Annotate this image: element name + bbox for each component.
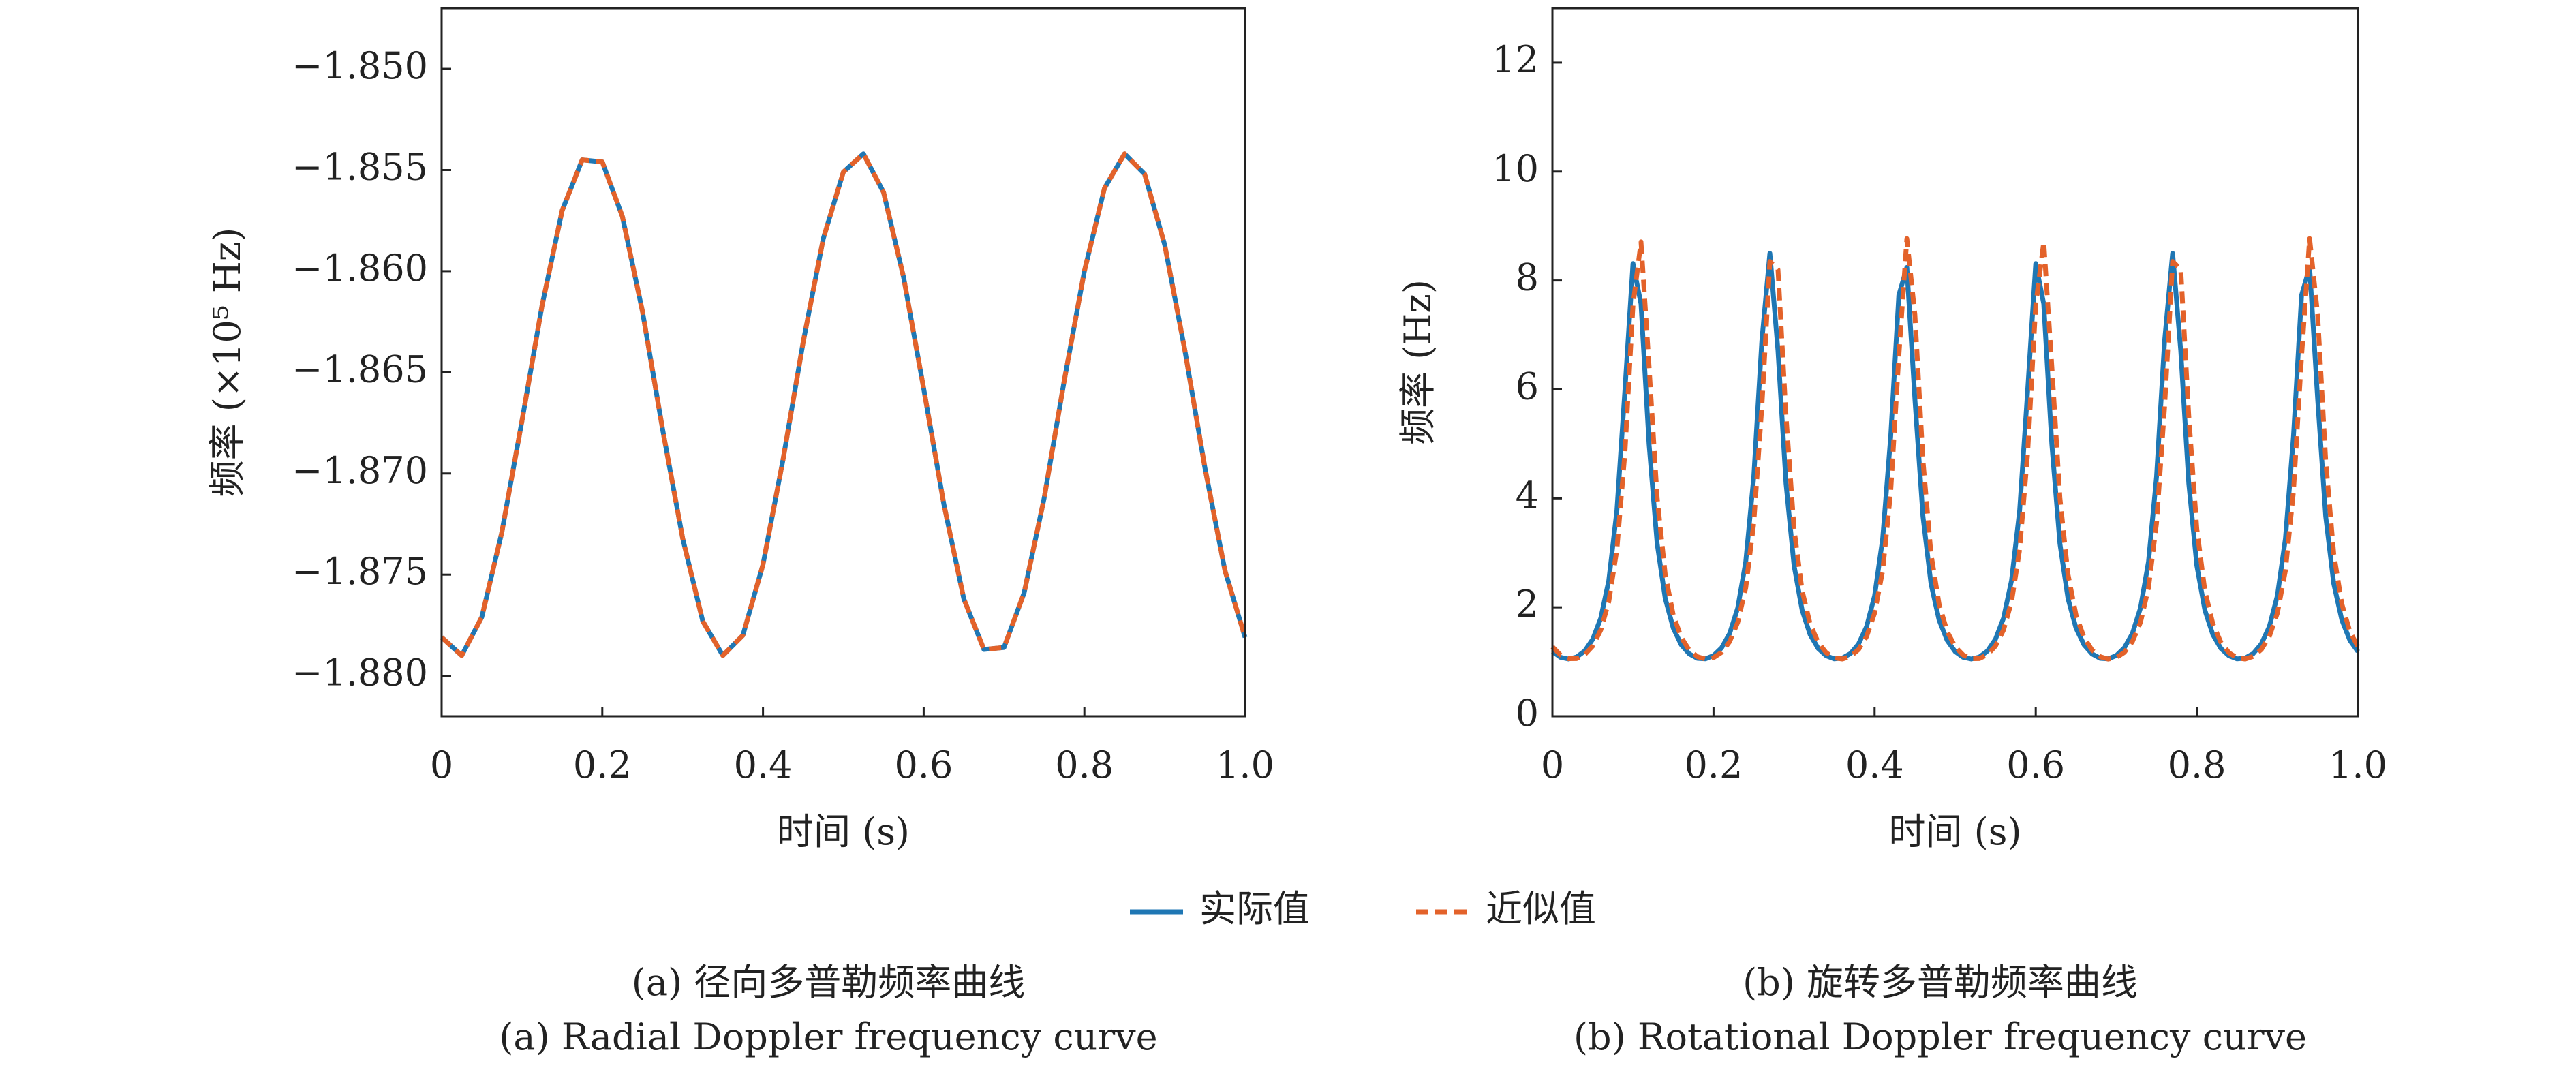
caption: (a) 径向多普勒频率曲线: [632, 961, 1026, 1004]
y-tick-label: 12: [1492, 38, 1539, 81]
y-tick-label: 10: [1492, 147, 1539, 190]
x-tick-label: 0.6: [894, 743, 953, 786]
y-tick-label: −1.850: [292, 44, 428, 87]
x-tick-label: 0.6: [2006, 743, 2065, 786]
series-line: [440, 151, 1248, 658]
x-tick-label: 0.4: [1845, 743, 1904, 786]
legend-label: 实际值: [1199, 887, 1310, 930]
series-line: [1550, 251, 2360, 662]
y-axis-label: 频率 (×10⁵ Hz): [206, 228, 249, 497]
legend-label: 近似值: [1486, 887, 1596, 930]
y-tick-label: 0: [1516, 692, 1539, 735]
x-tick-label: 1.0: [1216, 743, 1274, 786]
y-axis-label: 频率 (Hz): [1396, 279, 1439, 445]
y-tick-label: 4: [1516, 474, 1539, 517]
x-tick-label: 0: [430, 743, 453, 786]
y-tick-label: −1.870: [292, 449, 428, 492]
caption-en: (a) Radial Doppler frequency curve: [499, 1015, 1157, 1058]
series-line: [1550, 236, 2361, 662]
y-tick-label: −1.855: [292, 145, 428, 188]
caption: (b) 旋转多普勒频率曲线: [1743, 961, 2138, 1004]
y-tick-label: −1.865: [292, 348, 428, 390]
x-tick-label: 0.8: [2168, 743, 2226, 786]
x-tick-label: 0.8: [1055, 743, 1114, 786]
y-tick-label: −1.860: [292, 247, 428, 290]
x-axis-label: 时间 (s): [1888, 810, 2021, 853]
caption-en: (b) Rotational Doppler frequency curve: [1574, 1015, 2307, 1058]
x-tick-label: 0.2: [573, 743, 632, 786]
x-tick-label: 0.4: [734, 743, 793, 786]
x-tick-label: 0: [1541, 743, 1564, 786]
y-tick-label: −1.880: [292, 651, 428, 694]
x-axis-label: 时间 (s): [777, 810, 910, 853]
y-tick-label: 8: [1516, 256, 1539, 299]
plot-frame: [440, 7, 1246, 718]
y-tick-label: 2: [1516, 583, 1539, 626]
x-tick-label: 0.2: [1684, 743, 1743, 786]
y-tick-label: −1.875: [292, 550, 428, 593]
plot-frame: [1551, 7, 2359, 718]
x-tick-label: 1.0: [2329, 743, 2387, 786]
y-tick-label: 6: [1516, 365, 1539, 408]
